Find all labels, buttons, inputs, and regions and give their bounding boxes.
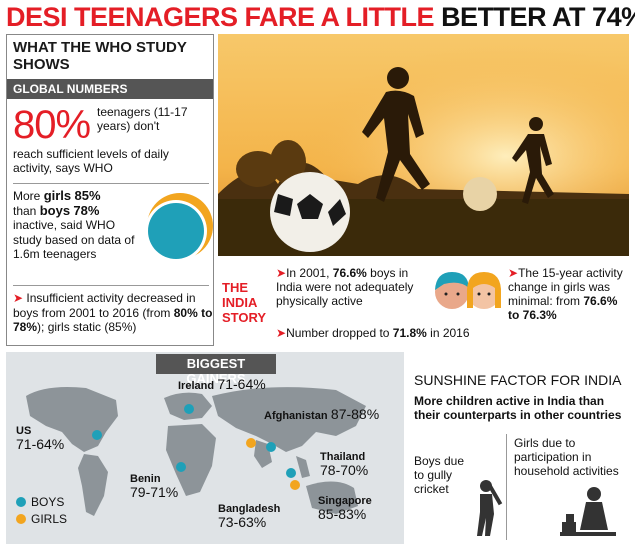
boys-value: 78%: [73, 202, 100, 218]
arrow-icon: ➤: [13, 291, 24, 305]
sunshine-title: SUNSHINE FACTOR FOR INDIA: [414, 372, 622, 388]
biggest-gainers-panel: BIGGEST GAINERS US 71-64% Ireland 71-64% …: [6, 352, 404, 544]
who-panel: WHAT THE WHO STUDY SHOWS GLOBAL NUMBERS …: [6, 34, 214, 346]
than-text: than: [13, 203, 40, 218]
world-map: [26, 387, 366, 516]
country-value: 78-70%: [320, 462, 369, 478]
girls-value: 85%: [74, 188, 101, 203]
boys-label: boys: [39, 202, 71, 218]
us-pin-icon: [92, 430, 102, 440]
legend-boys: BOYS: [16, 494, 67, 511]
country-value: 87-88%: [330, 406, 380, 422]
girls-boys-text: More girls 85% than boys 78% inactive, s…: [13, 188, 141, 262]
country-name: Benin: [130, 473, 161, 485]
global-numbers-bar: GLOBAL NUMBERS: [7, 79, 213, 99]
india-story: THE INDIA STORY ➤In 2001, 76.6% boys in …: [218, 258, 629, 350]
country-name: Bangladesh: [218, 503, 281, 515]
girls-label: girls: [43, 188, 72, 203]
country-benin: Benin 79-71%: [130, 472, 178, 500]
thailand-pin-icon: [286, 468, 296, 478]
big-stat: 80%: [13, 103, 91, 147]
bangladesh-pin-icon: [266, 442, 276, 452]
country-value: 79-71%: [130, 484, 179, 500]
legend-boys-label: BOYS: [31, 495, 65, 509]
country-ireland: Ireland 71-64%: [178, 376, 266, 393]
country-name: US: [16, 425, 32, 437]
kids-faces-icon: [435, 272, 502, 309]
biggest-gainers-title: BIGGEST GAINERS: [156, 354, 276, 386]
country-name: Singapore: [318, 495, 372, 507]
country-us: US 71-64%: [16, 424, 64, 452]
country-value: 71-64%: [16, 436, 65, 452]
country-name: Ireland: [178, 380, 215, 392]
s1-val: 76.6%: [332, 266, 367, 280]
s2-pre: Number dropped to: [286, 326, 393, 340]
story-2001: ➤In 2001, 76.6% boys in India were not a…: [276, 266, 436, 308]
headline: DESI TEENAGERS FARE A LITTLE BETTER AT 7…: [6, 2, 635, 32]
country-value: 73-63%: [218, 514, 267, 530]
big-stat-text-a: teenagers (11-17 years) don't: [97, 105, 188, 133]
girls-pre: More: [13, 189, 44, 203]
legend-girls-label: GIRLS: [31, 512, 68, 526]
country-bangladesh: Bangladesh 73-63%: [218, 502, 280, 530]
country-value: 71-64%: [217, 376, 266, 392]
ireland-pin-icon: [184, 404, 194, 414]
boys-dot-icon: [16, 497, 26, 507]
legend-girls: GIRLS: [16, 511, 67, 528]
country-singapore: Singapore 85-83%: [318, 494, 372, 522]
arrow-icon: ➤: [276, 326, 287, 340]
india-story-label: THE INDIA STORY: [222, 280, 267, 325]
divider: [13, 285, 209, 286]
afghanistan-pin-icon: [246, 438, 256, 448]
girls-boys-circle-icon: [145, 193, 213, 262]
story-2016: ➤Number dropped to 71.8% in 2016: [276, 326, 506, 340]
country-name: Thailand: [320, 451, 366, 463]
who-title: WHAT THE WHO STUDY SHOWS: [13, 39, 187, 73]
cricket-player-icon: [477, 480, 503, 536]
insuff-a: Insufficient activity decreased in boys …: [13, 291, 196, 320]
divider: [506, 434, 507, 540]
country-afghanistan: Afghanistan 87-88%: [264, 406, 380, 423]
s2-val: 71.8%: [392, 326, 427, 340]
s1-post: boys in India were not adequately physic…: [276, 266, 414, 308]
story-girls: ➤The 15-year activity change in girls wa…: [508, 266, 626, 322]
divider: [13, 183, 209, 184]
girls-dot-icon: [16, 514, 26, 524]
insufficient-text: ➤ Insufficient activity decreased in boy…: [13, 291, 213, 335]
headline-part2: BETTER AT 74%: [441, 2, 635, 32]
s2-post: in 2016: [426, 326, 470, 340]
insuff-b: 80% to 78%: [13, 305, 213, 335]
boys-cricket-text: Boys due to gully cricket: [414, 454, 465, 496]
s1-pre: In 2001,: [286, 266, 333, 280]
football-photo: [218, 34, 629, 256]
country-thailand: Thailand 78-70%: [320, 450, 368, 478]
arrow-icon: ➤: [276, 266, 287, 280]
arrow-icon: ➤: [508, 266, 519, 280]
girls-household-text: Girls due to participation in household …: [514, 436, 619, 478]
big-stat-text-b: reach sufficient levels of daily activit…: [13, 147, 169, 175]
singapore-pin-icon: [290, 480, 300, 490]
sunshine-panel: SUNSHINE FACTOR FOR INDIA More children …: [408, 366, 629, 544]
sunshine-subtitle: More children active in India than their…: [414, 394, 622, 422]
s3-pre: The 15-year activity change in girls was…: [508, 266, 623, 308]
insuff-c: ); girls static (85%): [37, 320, 137, 334]
s3-val: 76.6% to 76.3%: [508, 294, 618, 322]
girl-household-icon: [560, 487, 616, 536]
girls-boys-rest: inactive, said WHO study based on data o…: [13, 218, 135, 261]
map-legend: BOYS GIRLS: [16, 494, 67, 528]
headline-part1: DESI TEENAGERS FARE A LITTLE: [6, 2, 435, 32]
benin-pin-icon: [176, 462, 186, 472]
country-value: 85-83%: [318, 506, 367, 522]
country-name: Afghanistan: [264, 410, 328, 422]
